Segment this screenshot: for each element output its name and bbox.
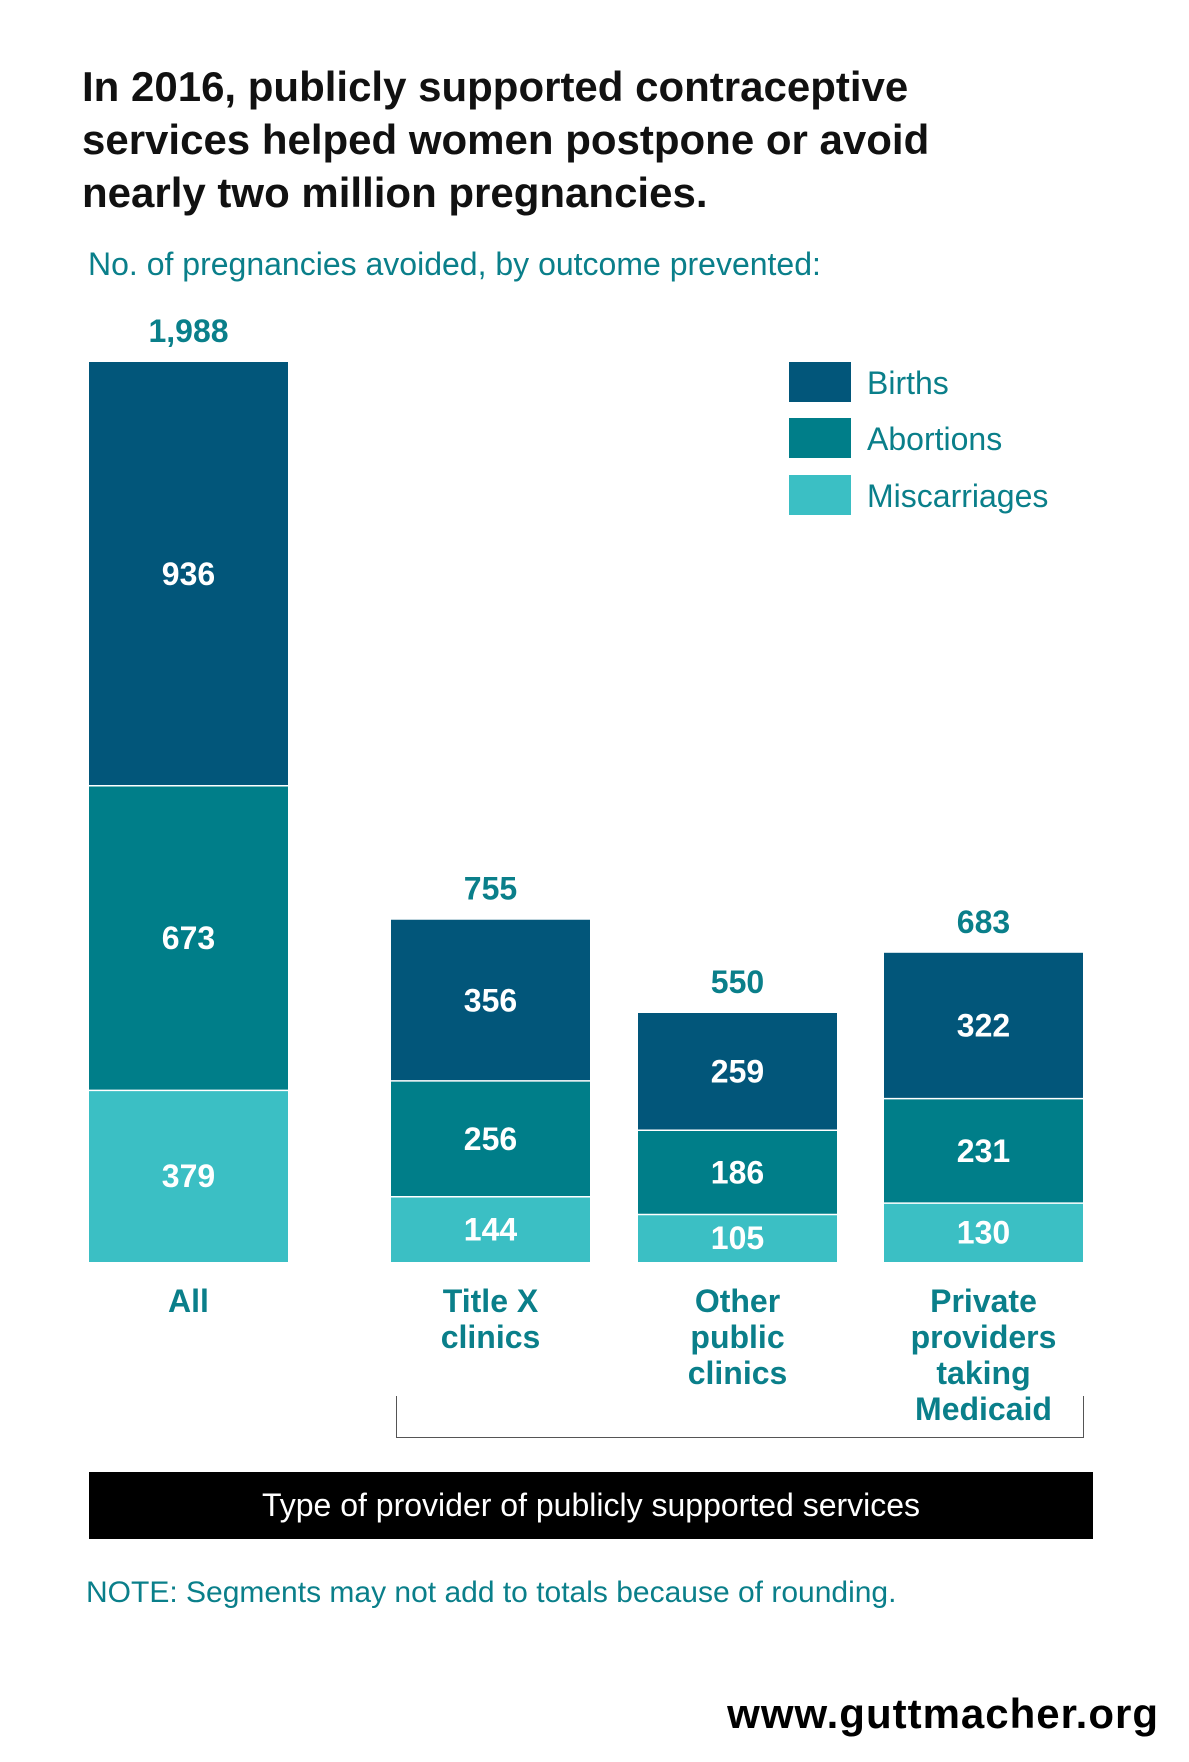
bar-segment-births-4 [884,952,1083,1099]
chart-subtitle: No. of pregnancies avoided, by outcome p… [88,246,821,282]
bar-segment-births-1 [89,362,288,786]
segment-value-label: 105 [711,1220,764,1256]
bar-segment-abortions-1 [89,785,288,1091]
provider-group-bracket [396,1396,1084,1438]
legend-swatch-miscarriages [789,475,851,515]
segment-value-label: 186 [711,1154,764,1190]
segment-value-label: 259 [711,1054,764,1090]
bar-segment-abortions-3 [638,1130,837,1215]
bar-total-label: 683 [957,904,1010,940]
legend-label-miscarriages: Miscarriages [867,478,1048,514]
legend-label-births: Births [867,365,949,401]
bar-segment-births-3 [638,1013,837,1131]
bar-segment-abortions-4 [884,1098,1083,1204]
segment-value-label: 144 [464,1211,518,1247]
bar-segment-miscarriages-2 [391,1196,590,1262]
segment-value-label: 130 [957,1215,1010,1251]
bar-segment-births-2 [391,919,590,1081]
chart-title: In 2016, publicly supported contraceptiv… [82,63,930,216]
segment-value-label: 356 [464,982,517,1018]
bar-total-label: 755 [464,871,517,907]
bar-segment-miscarriages-4 [884,1203,1083,1262]
rounding-note: NOTE: Segments may not add to totals bec… [86,1576,897,1609]
bar-total-label: 550 [711,964,764,1000]
legend-swatch-abortions [789,418,851,458]
category-label: Other public clinics [688,1283,788,1391]
segment-value-label: 231 [957,1133,1010,1169]
source-url: www.guttmacher.org [727,1690,1159,1737]
segment-value-label: 322 [957,1008,1010,1044]
bar-segment-miscarriages-3 [638,1214,837,1262]
segment-value-label: 936 [162,556,215,592]
x-axis-label: Type of provider of publicly supported s… [89,1472,1093,1539]
segment-value-label: 256 [464,1121,517,1157]
legend-swatch-births [789,362,851,402]
bar-segment-miscarriages-1 [89,1090,288,1262]
segment-value-label: 673 [162,920,215,956]
segment-value-label: 379 [162,1158,215,1194]
category-label: All [168,1283,209,1319]
category-label: Private providers taking Medicaid [911,1283,1057,1427]
bar-total-label: 1,988 [148,313,228,349]
legend-label-abortions: Abortions [867,421,1002,457]
bar-segment-abortions-2 [391,1080,590,1197]
